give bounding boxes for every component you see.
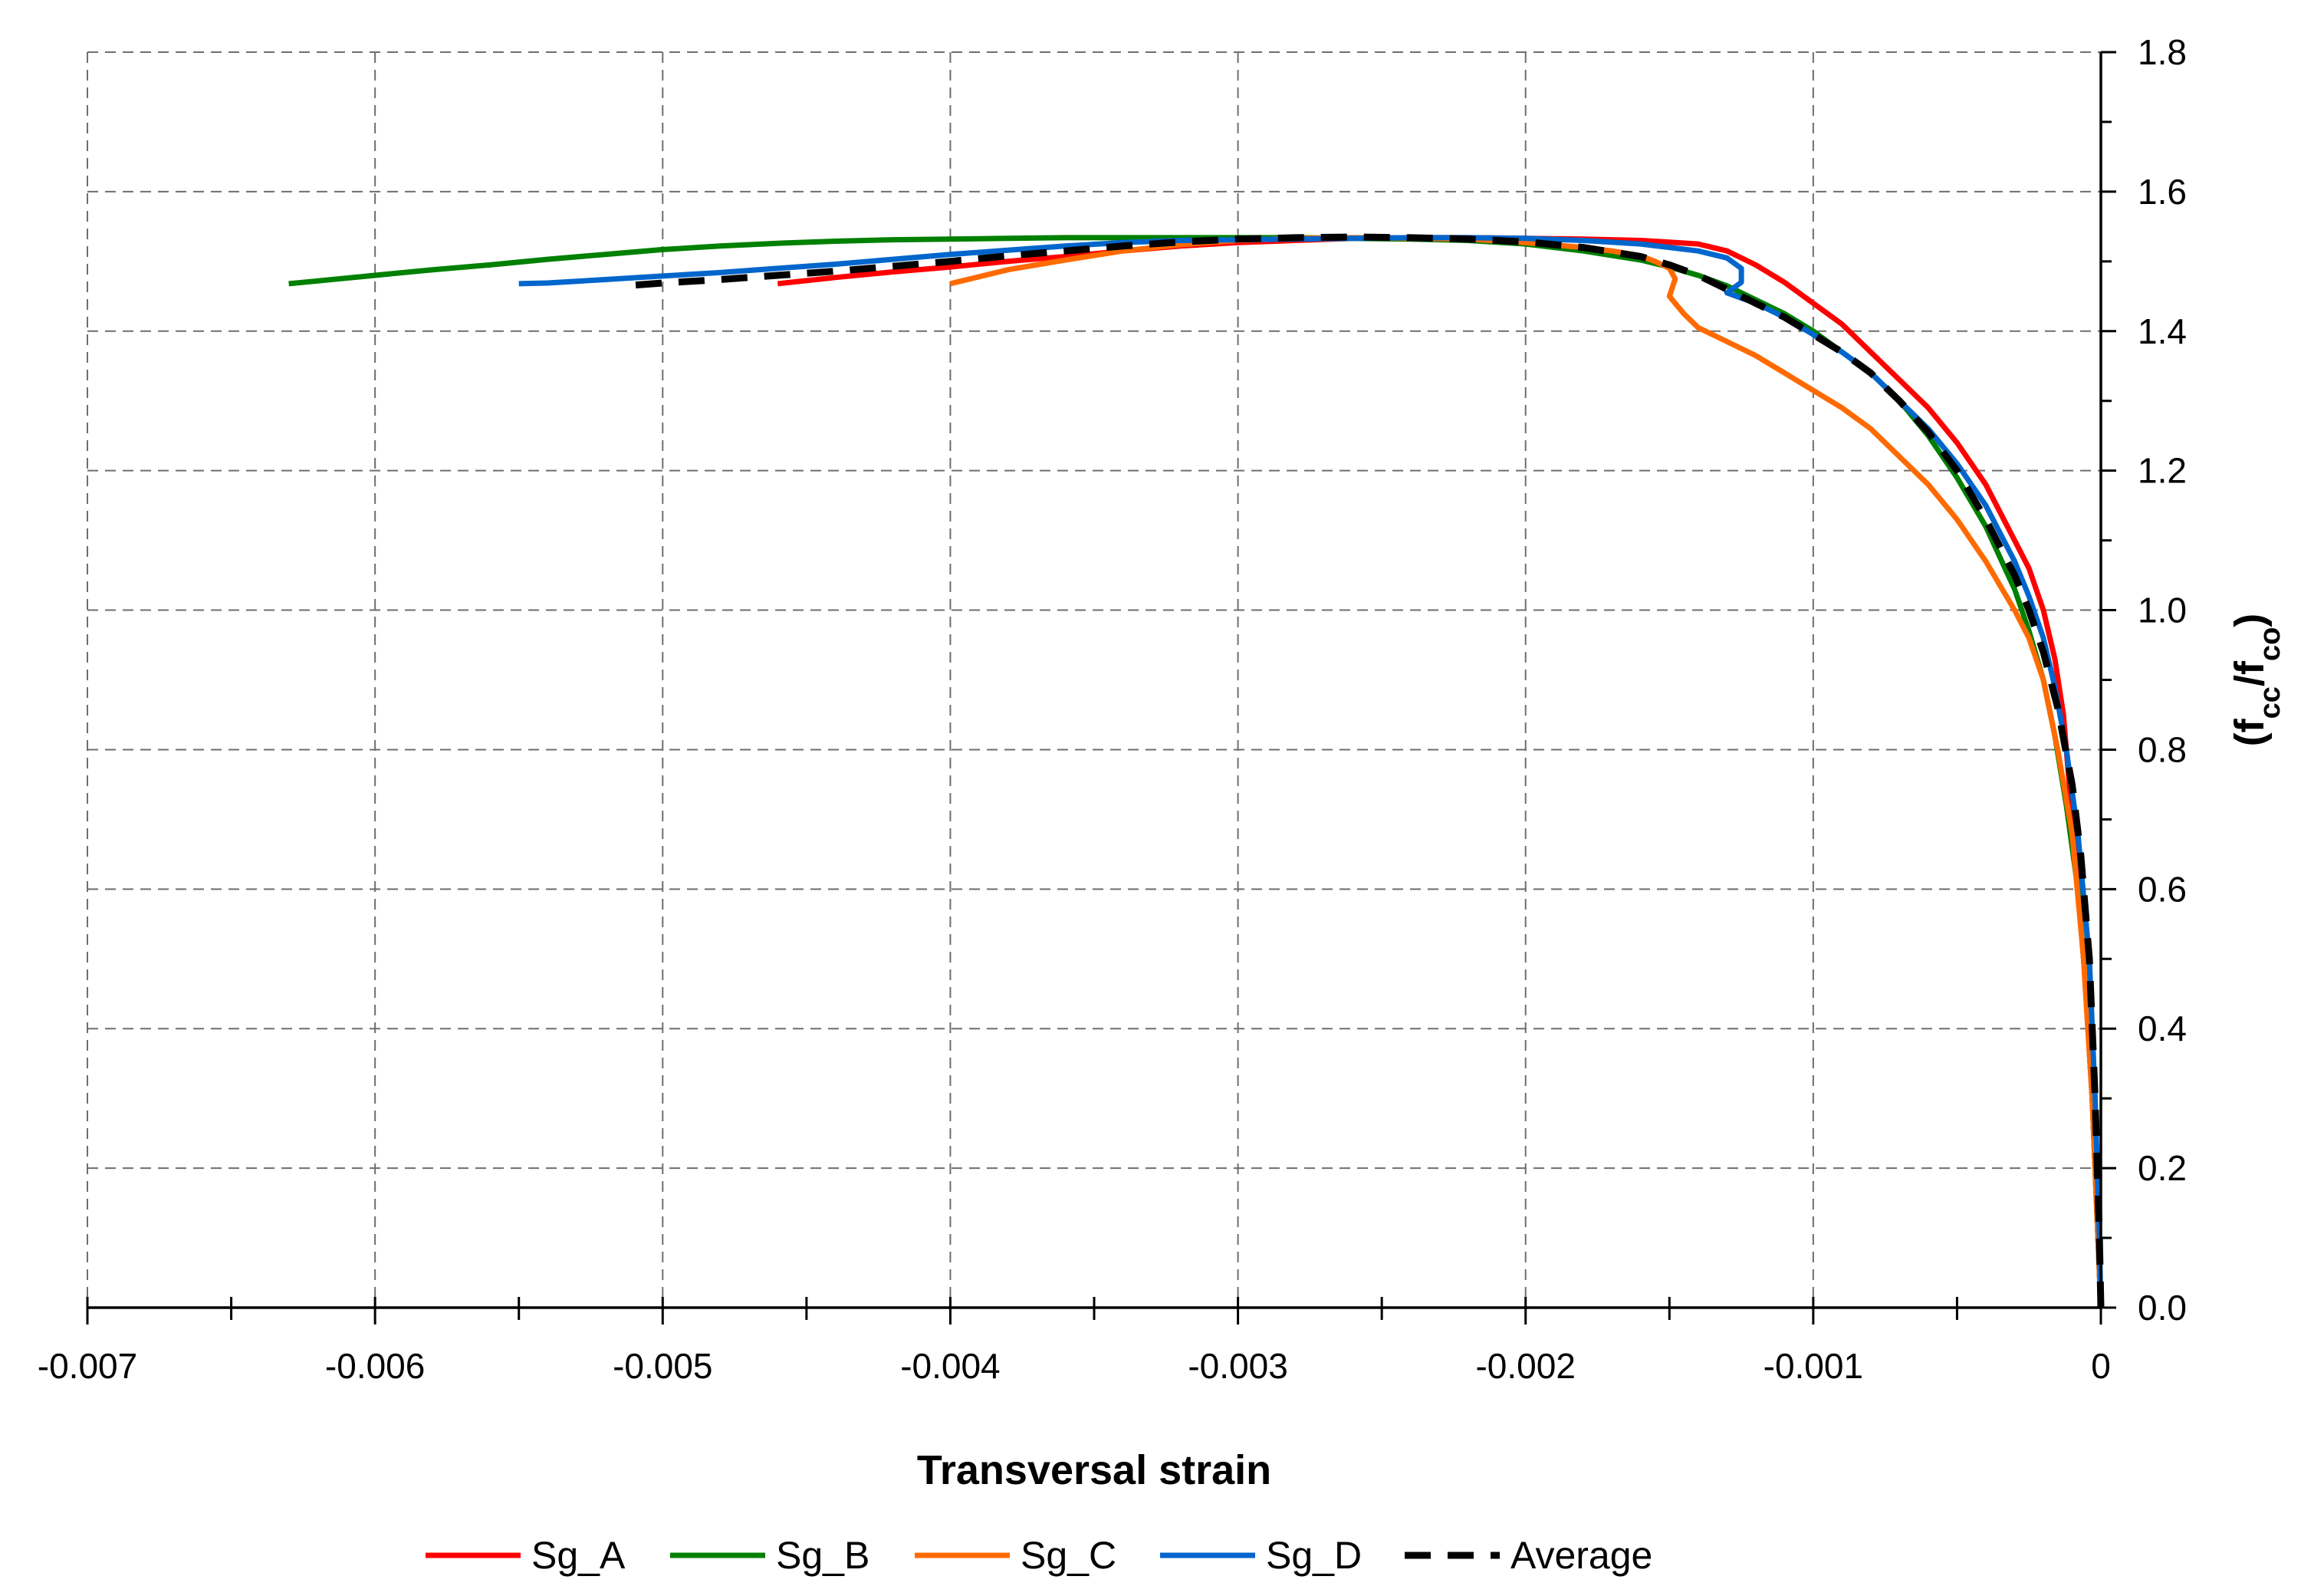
x-tick-label: -0.004 <box>900 1346 1000 1386</box>
x-tick-label: -0.007 <box>38 1346 137 1386</box>
legend-label-sg-d: Sg_D <box>1266 1534 1362 1577</box>
y-tick-label: 0.4 <box>2138 1009 2187 1048</box>
y-tick-label: 0.8 <box>2138 729 2187 769</box>
y-axis-title: (fcc/fco) <box>2227 614 2286 747</box>
legend-label-sg-a: Sg_A <box>531 1534 626 1577</box>
x-tick-label: -0.002 <box>1475 1346 1575 1386</box>
y-tick-label: 0.2 <box>2138 1148 2187 1188</box>
series-layer <box>288 233 2105 1308</box>
series-line-sg-d <box>518 235 2104 1308</box>
x-tick-label: -0.003 <box>1188 1346 1287 1386</box>
legend: Sg_A Sg_B Sg_C Sg_D Average <box>426 1534 1652 1577</box>
x-tick-label: -0.001 <box>1764 1346 1863 1386</box>
x-tick-label: -0.005 <box>613 1346 712 1386</box>
y-tick-label: 0.6 <box>2138 869 2187 909</box>
axes: -0.007 -0.006 -0.005 -0.004 -0.003 -0.002 -0.0… <box>38 32 2187 1386</box>
y-tick-label: 1.8 <box>2138 32 2187 72</box>
y-tick-label: 1.6 <box>2138 172 2187 212</box>
x-tick-label: 0 <box>2091 1346 2111 1386</box>
y-tick-label: 1.4 <box>2138 311 2187 351</box>
legend-label-sg-c: Sg_C <box>1021 1534 1116 1577</box>
legend-label-average: Average <box>1510 1534 1652 1577</box>
legend-label-sg-b: Sg_B <box>776 1534 869 1577</box>
grid <box>87 51 2101 1308</box>
x-tick-label: -0.006 <box>325 1346 425 1386</box>
y-tick-label: 1.0 <box>2138 591 2187 630</box>
y-tick-label: 1.2 <box>2138 451 2187 491</box>
x-axis-title: Transversal strain <box>917 1447 1271 1493</box>
series-line-average <box>633 233 2105 1308</box>
y-tick-label: 0.0 <box>2138 1288 2187 1328</box>
